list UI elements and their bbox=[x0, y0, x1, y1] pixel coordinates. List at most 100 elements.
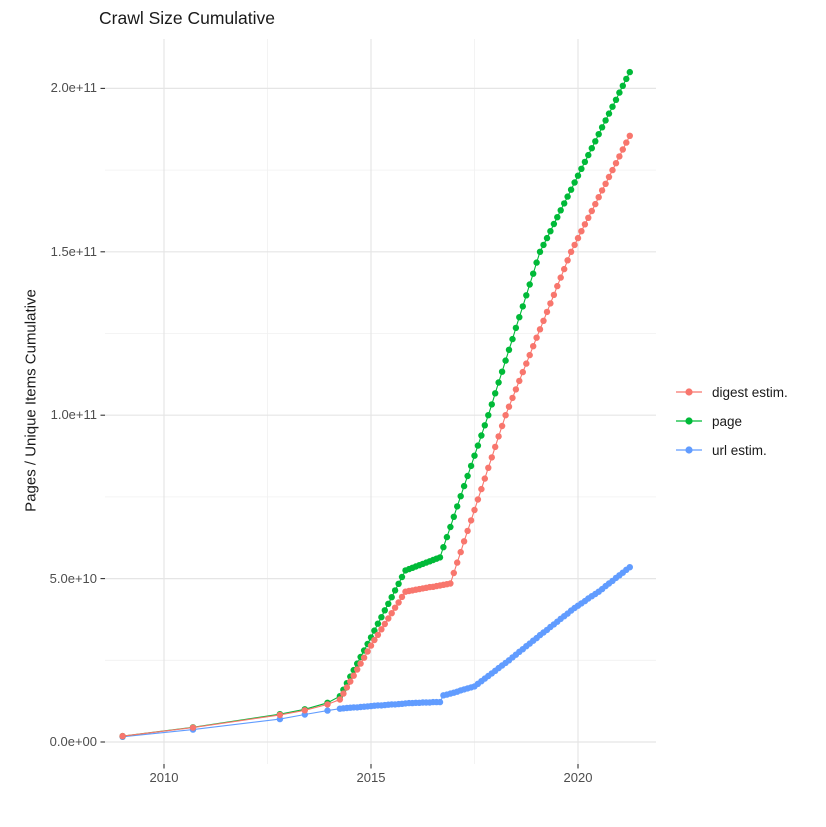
data-point bbox=[381, 607, 388, 614]
data-point bbox=[498, 422, 506, 430]
data-point bbox=[495, 379, 502, 386]
data-point bbox=[526, 281, 533, 288]
data-point bbox=[385, 600, 392, 607]
data-point bbox=[336, 696, 344, 703]
data-point bbox=[350, 672, 357, 679]
y-tick-label: 1.5e+11 bbox=[50, 244, 97, 259]
data-point bbox=[364, 648, 371, 655]
legend-item-digest-estim: digest estim. bbox=[676, 381, 788, 403]
data-point bbox=[612, 96, 620, 104]
data-point bbox=[343, 684, 351, 691]
data-point bbox=[561, 265, 568, 273]
data-point bbox=[367, 642, 375, 649]
data-point bbox=[557, 274, 564, 281]
data-point bbox=[512, 386, 520, 393]
data-point bbox=[578, 165, 585, 172]
gridlines-minor bbox=[105, 39, 656, 764]
data-point bbox=[592, 200, 599, 208]
data-point bbox=[578, 228, 585, 235]
data-point bbox=[592, 138, 599, 145]
data-point bbox=[557, 207, 564, 214]
gridlines-major bbox=[105, 39, 656, 764]
x-tick-label: 2010 bbox=[149, 770, 179, 785]
data-point bbox=[605, 173, 613, 181]
data-point bbox=[378, 614, 385, 621]
y-tick-label: 0.0e+00 bbox=[49, 734, 97, 749]
y-tick-label: 5.0e+10 bbox=[49, 571, 97, 586]
data-point bbox=[602, 117, 609, 124]
data-point bbox=[516, 314, 523, 321]
data-point bbox=[588, 207, 595, 215]
data-point bbox=[398, 573, 406, 581]
data-point bbox=[571, 241, 578, 249]
legend-item-url-estim: url estim. bbox=[676, 439, 788, 461]
data-point bbox=[505, 346, 513, 353]
data-point bbox=[388, 594, 395, 601]
data-point bbox=[481, 422, 488, 429]
data-point bbox=[391, 604, 399, 611]
data-point bbox=[301, 707, 308, 714]
y-axis-title: Pages / Unique Items Cumulative bbox=[22, 289, 40, 512]
data-point bbox=[443, 533, 451, 541]
data-point bbox=[454, 503, 461, 510]
data-point bbox=[550, 220, 558, 228]
data-point bbox=[440, 544, 447, 551]
data-point bbox=[512, 324, 520, 332]
data-point bbox=[574, 234, 582, 242]
legend-key-line-dot-icon bbox=[676, 446, 702, 454]
data-point bbox=[609, 103, 616, 110]
data-point bbox=[371, 636, 378, 644]
x-tick-label: 2015 bbox=[356, 770, 386, 785]
data-point bbox=[543, 308, 551, 316]
data-point bbox=[436, 554, 444, 561]
data-point bbox=[360, 654, 368, 661]
data-point bbox=[347, 678, 354, 685]
data-point bbox=[488, 454, 495, 461]
data-point bbox=[547, 300, 554, 307]
data-point bbox=[324, 707, 331, 714]
data-point bbox=[523, 360, 530, 367]
data-point bbox=[571, 179, 578, 186]
data-point bbox=[374, 631, 382, 638]
data-point bbox=[447, 523, 454, 531]
data-point bbox=[516, 377, 523, 385]
y-tick-label: 2.0e+11 bbox=[50, 80, 97, 95]
data-point bbox=[398, 593, 406, 601]
data-point bbox=[519, 368, 526, 376]
data-point bbox=[598, 124, 606, 131]
data-point bbox=[481, 475, 488, 482]
data-point bbox=[505, 403, 513, 410]
legend-key-line-dot-icon bbox=[676, 388, 702, 396]
data-point bbox=[371, 627, 378, 634]
data-point bbox=[189, 724, 197, 731]
data-point bbox=[564, 193, 571, 200]
data-point bbox=[378, 626, 385, 633]
data-point bbox=[567, 248, 575, 255]
data-point bbox=[595, 131, 602, 138]
data-point bbox=[616, 89, 623, 96]
legend-label: digest estim. bbox=[712, 384, 788, 400]
data-point bbox=[547, 228, 554, 235]
data-point bbox=[502, 412, 509, 419]
data-point bbox=[533, 259, 540, 266]
data-point bbox=[454, 559, 461, 566]
data-point bbox=[395, 599, 402, 606]
data-point bbox=[436, 698, 444, 706]
legend: digest estim. page url estim. bbox=[676, 381, 788, 468]
data-point bbox=[626, 132, 633, 139]
data-point bbox=[543, 234, 551, 242]
data-point bbox=[581, 158, 589, 166]
data-point bbox=[585, 214, 592, 221]
data-point bbox=[502, 357, 509, 364]
data-point bbox=[609, 166, 616, 174]
data-point bbox=[519, 303, 526, 310]
data-point bbox=[530, 270, 537, 277]
data-point bbox=[340, 690, 347, 697]
data-point bbox=[536, 326, 544, 333]
data-point bbox=[540, 241, 547, 249]
data-point bbox=[554, 282, 561, 290]
data-point bbox=[450, 513, 457, 520]
legend-label: page bbox=[712, 413, 743, 429]
data-point bbox=[530, 343, 537, 350]
